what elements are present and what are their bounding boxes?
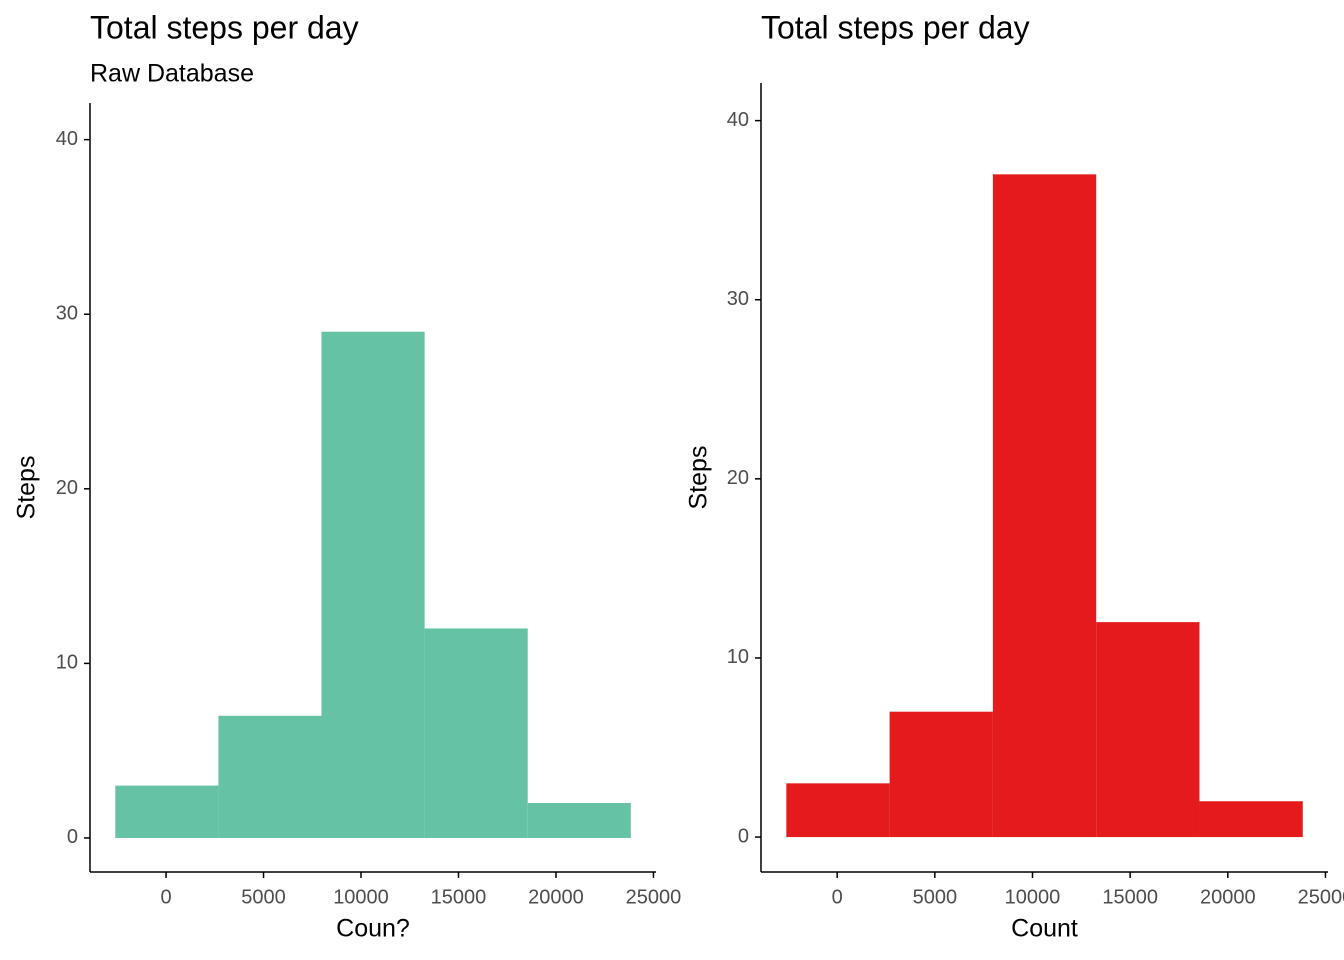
- bar: [786, 783, 890, 838]
- y-tick-label: 20: [56, 477, 78, 499]
- x-tick-label: 25000: [626, 886, 682, 908]
- bar: [115, 785, 219, 838]
- x-tick-label: 10000: [333, 886, 389, 908]
- bar: [321, 331, 425, 838]
- x-axis-label: Count: [1011, 915, 1078, 943]
- bar: [424, 628, 528, 838]
- y-tick-label: 30: [56, 303, 78, 325]
- x-axis-label: Coun?: [336, 915, 410, 943]
- y-tick-label: 40: [56, 128, 78, 150]
- x-tick-label: 15000: [1102, 886, 1158, 908]
- chart-title: Total steps per day: [90, 9, 359, 45]
- y-tick-label: 0: [738, 825, 749, 847]
- y-tick-label: 20: [727, 467, 749, 489]
- y-tick-label: 0: [67, 826, 78, 848]
- x-tick-label: 0: [832, 886, 843, 908]
- y-tick-label: 40: [727, 109, 749, 131]
- y-axis-label: Steps: [685, 446, 713, 510]
- chart-subtitle: Raw Database: [90, 60, 254, 88]
- bar: [889, 711, 993, 838]
- x-tick-label: 5000: [241, 886, 286, 908]
- bar: [1096, 622, 1200, 838]
- bar: [218, 715, 322, 838]
- bar: [527, 803, 631, 838]
- x-tick-label: 0: [160, 886, 171, 908]
- y-tick-label: 30: [727, 288, 749, 310]
- x-tick-label: 10000: [1005, 886, 1061, 908]
- y-tick-label: 10: [727, 646, 749, 668]
- x-tick-label: 5000: [913, 886, 958, 908]
- x-tick-label: 20000: [1200, 886, 1256, 908]
- x-tick-label: 20000: [528, 886, 584, 908]
- bar: [992, 174, 1097, 838]
- y-axis-label: Steps: [13, 456, 41, 520]
- bar: [1199, 801, 1303, 838]
- x-tick-label: 25000: [1298, 886, 1344, 908]
- x-tick-label: 15000: [431, 886, 487, 908]
- chart-title: Total steps per day: [761, 9, 1030, 45]
- y-tick-label: 10: [56, 652, 78, 674]
